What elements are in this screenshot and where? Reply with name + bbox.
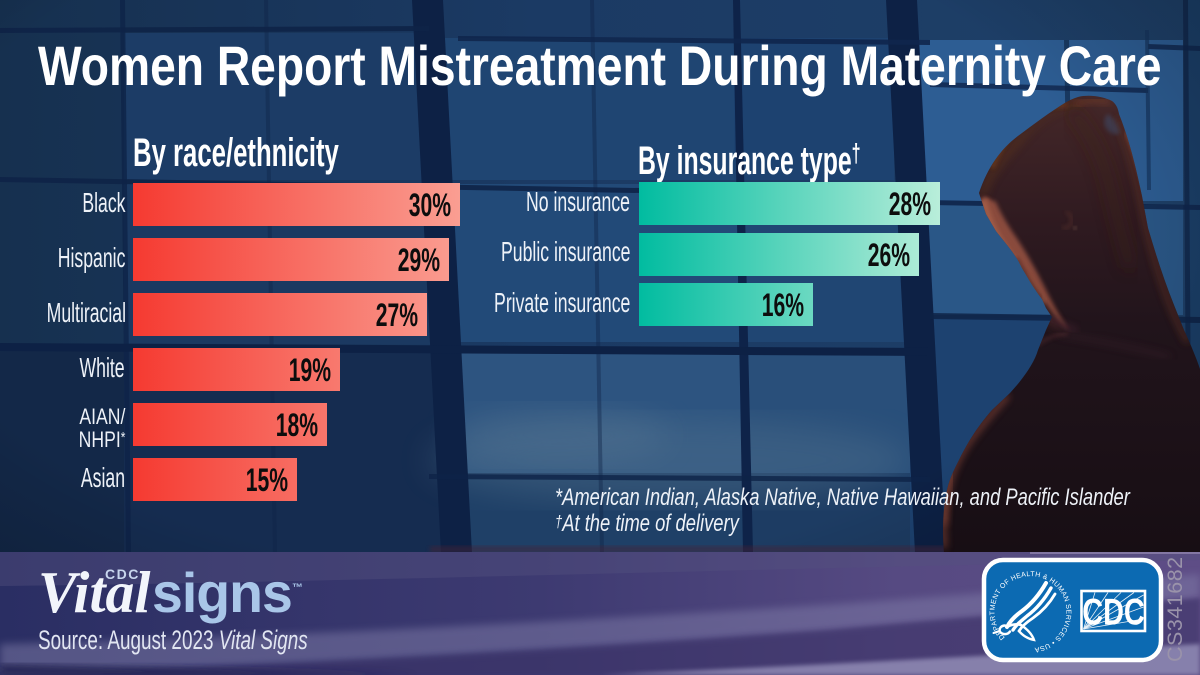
svg-text:CDC: CDC <box>1082 592 1145 633</box>
